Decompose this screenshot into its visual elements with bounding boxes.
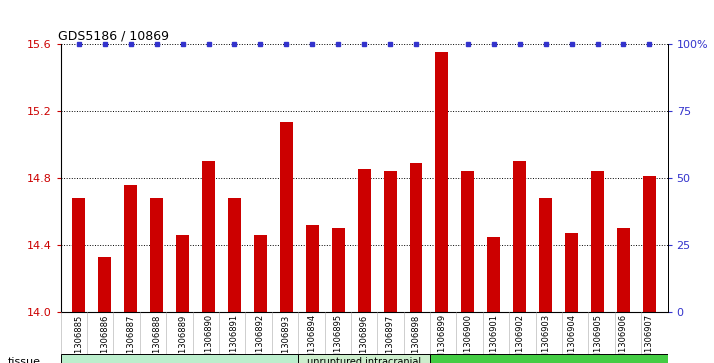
Bar bbox=[488, 237, 501, 312]
Bar bbox=[332, 228, 345, 312]
Text: GSM1306902: GSM1306902 bbox=[516, 314, 524, 363]
Bar bbox=[461, 171, 474, 312]
Text: GSM1306898: GSM1306898 bbox=[411, 314, 421, 363]
Text: GSM1306897: GSM1306897 bbox=[386, 314, 395, 363]
Text: GSM1306899: GSM1306899 bbox=[438, 314, 446, 363]
Bar bbox=[591, 171, 604, 312]
Text: GSM1306905: GSM1306905 bbox=[593, 314, 602, 363]
Bar bbox=[99, 257, 111, 312]
Bar bbox=[228, 198, 241, 312]
Text: GSM1306903: GSM1306903 bbox=[541, 314, 550, 363]
Text: GSM1306892: GSM1306892 bbox=[256, 314, 265, 363]
Text: GSM1306901: GSM1306901 bbox=[489, 314, 498, 363]
Bar bbox=[306, 225, 318, 312]
Bar bbox=[176, 235, 189, 312]
Text: GSM1306900: GSM1306900 bbox=[463, 314, 473, 363]
Bar bbox=[383, 171, 396, 312]
Text: GSM1306893: GSM1306893 bbox=[282, 314, 291, 363]
Bar bbox=[280, 122, 293, 312]
Text: GSM1306887: GSM1306887 bbox=[126, 314, 135, 363]
Text: GSM1306907: GSM1306907 bbox=[645, 314, 654, 363]
Text: GSM1306891: GSM1306891 bbox=[230, 314, 239, 363]
Bar bbox=[539, 198, 552, 312]
Text: GSM1306888: GSM1306888 bbox=[152, 314, 161, 363]
Text: GSM1306885: GSM1306885 bbox=[74, 314, 84, 363]
Bar bbox=[617, 228, 630, 312]
Bar bbox=[643, 176, 656, 312]
Text: GSM1306886: GSM1306886 bbox=[100, 314, 109, 363]
Text: GDS5186 / 10869: GDS5186 / 10869 bbox=[58, 29, 169, 42]
Text: GSM1306904: GSM1306904 bbox=[567, 314, 576, 363]
Bar bbox=[150, 198, 163, 312]
Bar bbox=[72, 198, 86, 312]
Bar bbox=[565, 233, 578, 312]
Text: GSM1306896: GSM1306896 bbox=[360, 314, 368, 363]
Text: GSM1306894: GSM1306894 bbox=[308, 314, 317, 363]
Text: unruptured intracranial
aneurysm: unruptured intracranial aneurysm bbox=[307, 357, 421, 363]
Bar bbox=[410, 163, 423, 312]
Text: GSM1306889: GSM1306889 bbox=[178, 314, 187, 363]
Bar bbox=[124, 184, 137, 312]
Bar bbox=[430, 354, 668, 363]
Bar bbox=[513, 161, 526, 312]
Bar bbox=[298, 354, 430, 363]
Bar bbox=[254, 235, 267, 312]
Text: tissue: tissue bbox=[8, 356, 41, 363]
Text: GSM1306895: GSM1306895 bbox=[333, 314, 343, 363]
Bar bbox=[358, 170, 371, 312]
Bar bbox=[61, 354, 298, 363]
Text: GSM1306890: GSM1306890 bbox=[204, 314, 213, 363]
Text: GSM1306906: GSM1306906 bbox=[619, 314, 628, 363]
Bar bbox=[202, 161, 215, 312]
Bar bbox=[436, 52, 448, 312]
